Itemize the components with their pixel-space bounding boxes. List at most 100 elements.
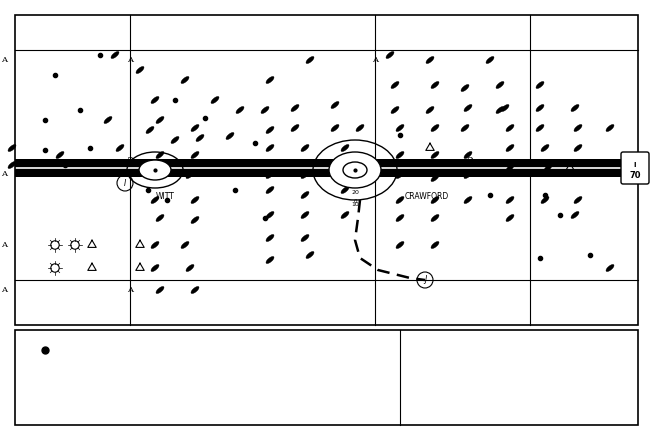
Text: 70: 70	[629, 170, 641, 179]
Text: 20: 20	[351, 190, 359, 194]
Ellipse shape	[464, 152, 472, 158]
Ellipse shape	[111, 51, 119, 59]
Ellipse shape	[356, 125, 364, 131]
Ellipse shape	[391, 107, 399, 113]
Text: 2: 2	[467, 157, 474, 167]
Text: 500: 500	[77, 416, 88, 421]
Ellipse shape	[396, 152, 404, 158]
Text: 5280: 5280	[203, 394, 217, 399]
Ellipse shape	[386, 51, 394, 59]
Ellipse shape	[541, 196, 549, 204]
Ellipse shape	[506, 125, 514, 131]
Ellipse shape	[40, 371, 49, 379]
Ellipse shape	[606, 265, 614, 271]
Ellipse shape	[236, 107, 244, 113]
Ellipse shape	[151, 241, 159, 249]
Ellipse shape	[431, 196, 439, 204]
Text: A: A	[127, 170, 133, 178]
Text: OIL WELL: OIL WELL	[60, 345, 111, 355]
Text: SWD: SWD	[235, 345, 261, 355]
Ellipse shape	[196, 134, 204, 142]
Ellipse shape	[426, 56, 434, 63]
Ellipse shape	[156, 286, 164, 294]
Ellipse shape	[151, 172, 159, 178]
Ellipse shape	[341, 211, 349, 219]
Text: A: A	[1, 286, 7, 294]
Ellipse shape	[391, 81, 399, 89]
Ellipse shape	[431, 175, 439, 181]
Ellipse shape	[291, 125, 299, 131]
Ellipse shape	[301, 172, 309, 178]
Ellipse shape	[211, 96, 219, 104]
Ellipse shape	[266, 172, 274, 178]
Ellipse shape	[156, 214, 164, 222]
Ellipse shape	[496, 81, 504, 89]
Ellipse shape	[536, 104, 544, 112]
Ellipse shape	[396, 196, 404, 204]
Ellipse shape	[156, 116, 164, 124]
Ellipse shape	[186, 172, 194, 178]
Text: 5000: 5000	[193, 394, 207, 399]
Ellipse shape	[331, 101, 339, 109]
Text: I: I	[634, 162, 636, 168]
Text: ABANDONED: ABANDONED	[60, 370, 129, 380]
Text: A: A	[127, 56, 133, 64]
Bar	[15, 159, 638, 177]
Ellipse shape	[56, 152, 64, 158]
Text: 1500: 1500	[190, 416, 205, 421]
Ellipse shape	[496, 107, 504, 113]
Ellipse shape	[139, 160, 171, 180]
Text: 1000: 1000	[53, 394, 67, 399]
Text: 0: 0	[23, 394, 27, 399]
Text: SWI: SWI	[235, 370, 256, 380]
Ellipse shape	[266, 211, 274, 219]
Text: 3: 3	[127, 157, 133, 167]
Ellipse shape	[116, 145, 124, 152]
Ellipse shape	[501, 104, 509, 112]
Ellipse shape	[464, 196, 472, 204]
Ellipse shape	[431, 81, 439, 89]
Ellipse shape	[301, 211, 309, 219]
Ellipse shape	[266, 235, 274, 241]
Ellipse shape	[431, 152, 439, 158]
Text: A: A	[1, 170, 7, 178]
Ellipse shape	[181, 241, 189, 249]
Ellipse shape	[151, 196, 159, 204]
Ellipse shape	[343, 162, 367, 178]
Text: 0: 0	[353, 199, 357, 204]
Text: 4000: 4000	[158, 394, 172, 399]
Ellipse shape	[191, 152, 199, 158]
Ellipse shape	[8, 161, 16, 169]
Ellipse shape	[104, 116, 112, 124]
Ellipse shape	[146, 126, 154, 134]
Text: A: A	[372, 170, 378, 178]
Ellipse shape	[506, 164, 514, 172]
Ellipse shape	[266, 126, 274, 134]
Ellipse shape	[574, 196, 582, 204]
Text: 2000: 2000	[88, 394, 102, 399]
Ellipse shape	[506, 214, 514, 222]
Ellipse shape	[191, 286, 199, 294]
Ellipse shape	[191, 125, 199, 131]
Text: 3000: 3000	[123, 394, 137, 399]
Ellipse shape	[266, 77, 274, 83]
Ellipse shape	[606, 125, 614, 131]
Text: A: A	[127, 286, 133, 294]
Ellipse shape	[464, 104, 472, 112]
Ellipse shape	[8, 145, 16, 152]
Ellipse shape	[571, 211, 579, 219]
Ellipse shape	[191, 217, 199, 223]
Text: 1000: 1000	[133, 416, 147, 421]
Ellipse shape	[226, 132, 234, 140]
Ellipse shape	[306, 252, 314, 259]
Ellipse shape	[171, 137, 179, 143]
Ellipse shape	[506, 196, 514, 204]
Ellipse shape	[431, 241, 439, 249]
Text: A: A	[1, 56, 7, 64]
Ellipse shape	[464, 172, 472, 178]
Ellipse shape	[396, 172, 404, 178]
Ellipse shape	[544, 164, 552, 172]
Ellipse shape	[341, 187, 349, 193]
Ellipse shape	[301, 191, 309, 199]
Ellipse shape	[306, 56, 314, 63]
